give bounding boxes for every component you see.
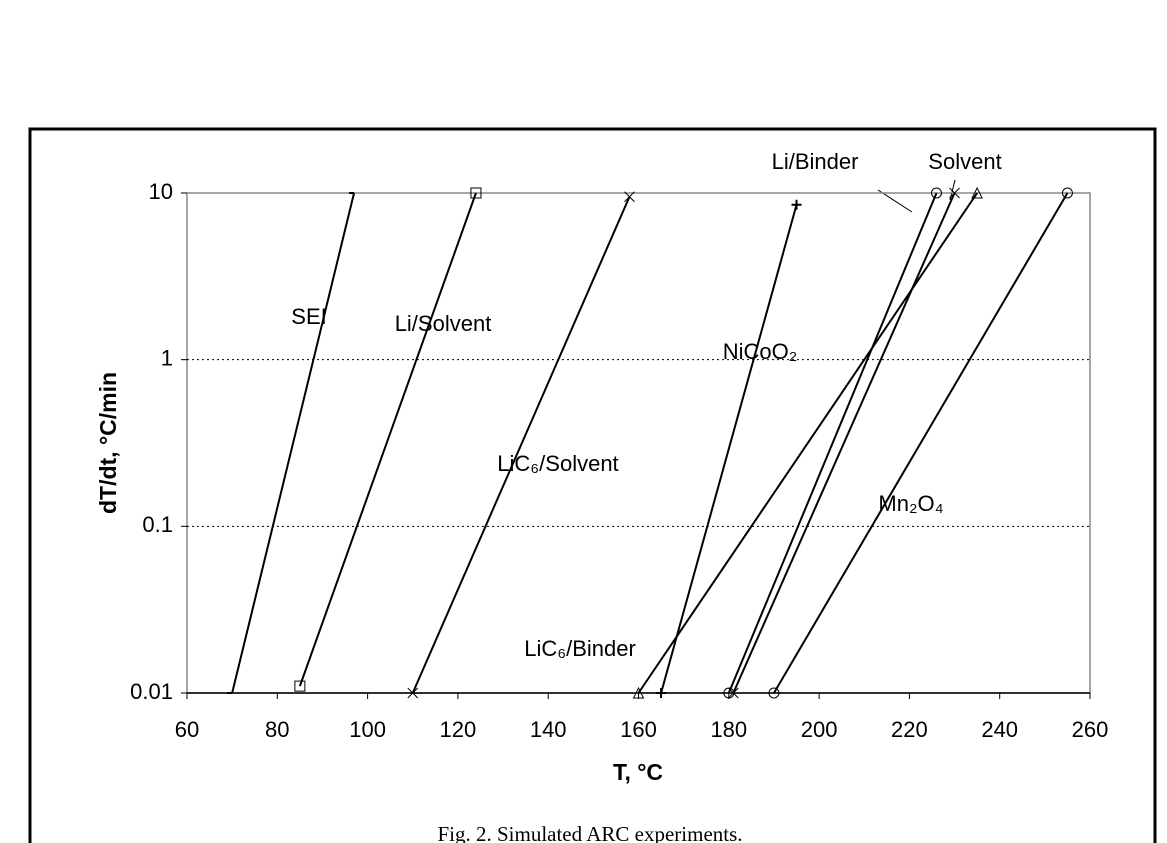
series-line	[231, 192, 356, 694]
marker	[791, 199, 802, 210]
marker	[407, 687, 419, 699]
x-tick-label: 160	[620, 717, 657, 742]
x-axis-label: T, °C	[613, 759, 663, 785]
series-label: LiC₆/Binder	[524, 636, 636, 661]
x-tick-label: 140	[530, 717, 567, 742]
series-line	[411, 196, 631, 694]
x-tick-label: 180	[710, 717, 747, 742]
marker	[470, 187, 482, 199]
series-line	[660, 204, 798, 694]
y-tick-label: 10	[149, 179, 173, 204]
series-label: SEI	[291, 304, 326, 329]
series-line	[298, 192, 477, 687]
x-tick-label: 80	[265, 717, 289, 742]
series-line	[732, 192, 956, 694]
series-label: Li/Solvent	[395, 311, 492, 336]
series-label: NiCoO₂	[723, 339, 798, 364]
marker	[1061, 187, 1073, 199]
series-label: Mn₂O₄	[878, 491, 943, 516]
frame	[28, 127, 1157, 843]
x-tick-label: 240	[981, 717, 1018, 742]
marker	[930, 187, 942, 199]
y-tick-label: 1	[161, 345, 173, 370]
series-label: LiC₆/Solvent	[497, 451, 618, 476]
marker	[949, 187, 960, 199]
x-tick-label: 260	[1072, 717, 1109, 742]
x-tick-label: 200	[801, 717, 838, 742]
y-axis-label: dT/dt, °C/min	[95, 372, 121, 514]
marker	[624, 191, 635, 203]
series-line	[637, 192, 978, 694]
x-tick-label: 60	[175, 717, 199, 742]
marker	[656, 688, 667, 698]
series-label: Li/Binder	[772, 149, 859, 174]
x-tick-label: 120	[440, 717, 477, 742]
marker	[727, 687, 739, 699]
series-line	[773, 192, 1069, 694]
plot-area	[186, 192, 1091, 694]
caption: Fig. 2. Simulated ARC experiments.	[437, 822, 742, 843]
series-label: Solvent	[928, 149, 1001, 174]
x-tick-label: 220	[891, 717, 928, 742]
series-line	[727, 192, 938, 694]
x-tick-label: 100	[349, 717, 386, 742]
y-tick-label: 0.01	[130, 679, 173, 704]
y-tick-label: 0.1	[142, 512, 173, 537]
marker	[768, 687, 780, 699]
marker	[632, 686, 645, 699]
marker	[294, 680, 306, 692]
marker	[971, 186, 983, 199]
